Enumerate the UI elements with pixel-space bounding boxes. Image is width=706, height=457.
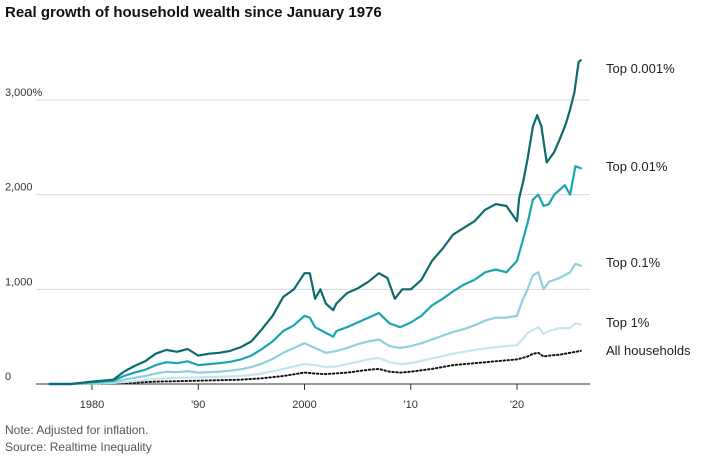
y-axis-ticks: 0 1,000 2,000 3,000% <box>5 87 43 383</box>
series-line-top-0-01 <box>48 165 582 386</box>
series-label: All households <box>606 343 691 358</box>
footnote: Note: Adjusted for inflation. <box>5 423 149 437</box>
series-label: Top 1% <box>606 315 650 330</box>
series-label: Top 0.01% <box>606 159 668 174</box>
series-labels: Top 0.001% Top 0.01% Top 0.1% Top 1% All hou… <box>606 61 691 358</box>
grid-lines <box>36 99 590 290</box>
series-label: Top 0.001% <box>606 61 675 76</box>
series-lines <box>48 59 582 386</box>
series-line-top-0-1 <box>48 262 582 386</box>
y-tick-label: 1,000 <box>5 276 33 288</box>
x-tick-label: '90 <box>191 399 205 411</box>
series-label: Top 0.1% <box>606 255 661 270</box>
x-tick-label: '20 <box>510 399 524 411</box>
x-tick-label: 1980 <box>80 399 104 411</box>
x-axis-ticks: 1980 '90 2000 '10 '20 <box>80 384 524 411</box>
series-line-top-1 <box>48 322 582 386</box>
series-line-all-households <box>48 349 582 385</box>
series-line-top-0-001 <box>48 59 582 386</box>
source-note: Source: Realtime Inequality <box>5 440 152 454</box>
y-tick-label: 0 <box>5 371 11 383</box>
chart-title: Real growth of household wealth since Ja… <box>5 4 382 21</box>
x-tick-label: 2000 <box>292 399 316 411</box>
x-tick-label: '10 <box>404 399 418 411</box>
y-tick-label: 2,000 <box>5 182 33 194</box>
y-tick-label: 3,000% <box>5 87 43 99</box>
